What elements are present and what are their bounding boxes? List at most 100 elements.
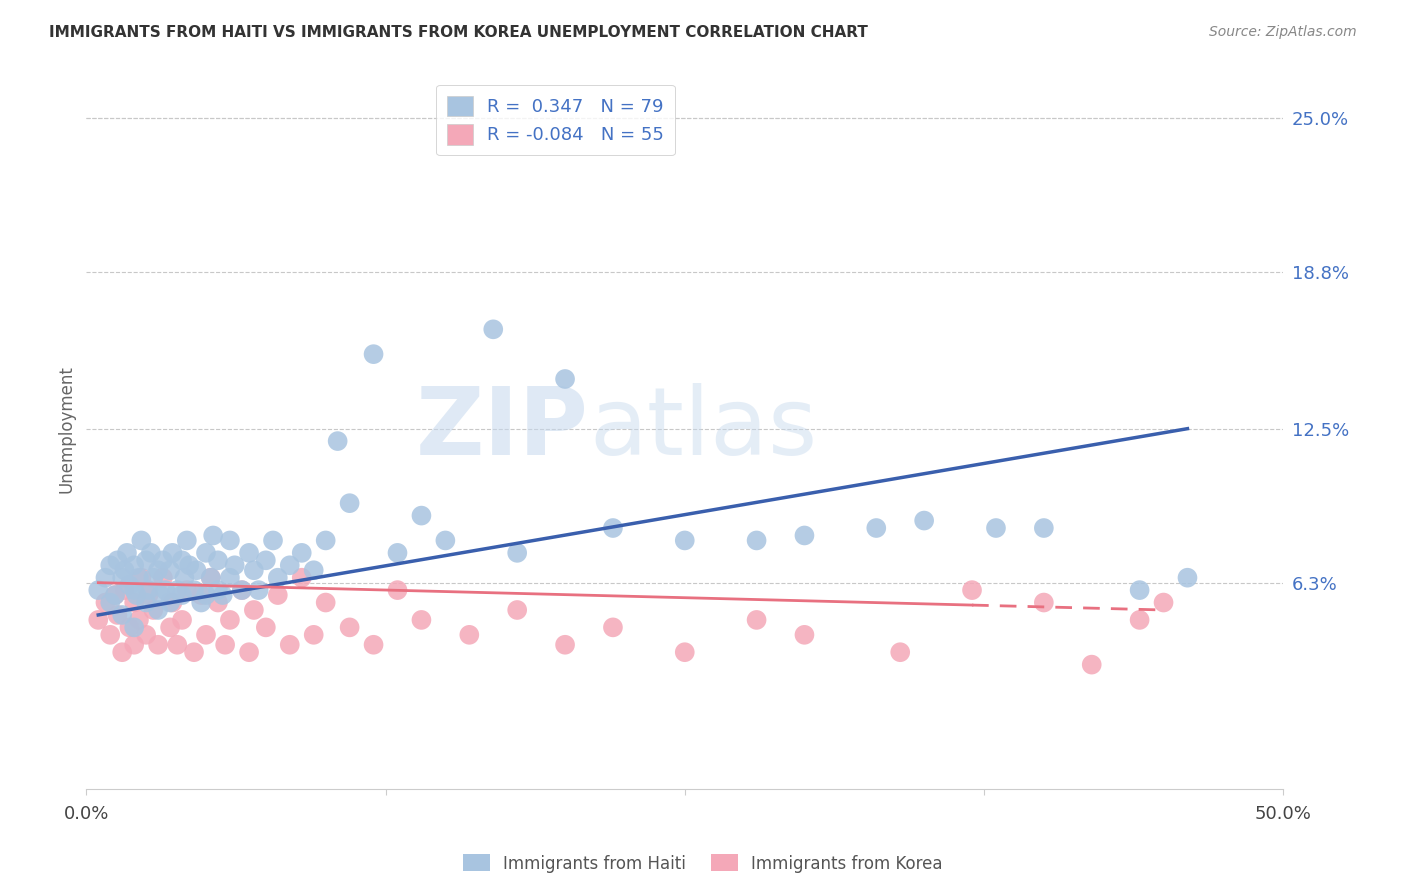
Point <box>207 583 229 598</box>
Point <box>254 620 277 634</box>
Point <box>138 583 160 598</box>
Point <box>146 638 169 652</box>
Point <box>135 595 157 609</box>
Point <box>94 571 117 585</box>
Point <box>1032 595 1054 609</box>
Point <box>128 613 150 627</box>
Point <box>190 588 212 602</box>
Point <box>339 496 361 510</box>
Point <box>315 595 337 609</box>
Point <box>104 588 127 602</box>
Point <box>506 546 529 560</box>
Point <box>195 546 218 560</box>
Point <box>214 638 236 652</box>
Point <box>673 533 696 548</box>
Point <box>159 620 181 634</box>
Point <box>202 528 225 542</box>
Point <box>960 583 983 598</box>
Point <box>162 595 184 609</box>
Point <box>211 588 233 602</box>
Point <box>387 546 409 560</box>
Point <box>142 603 165 617</box>
Point <box>1080 657 1102 672</box>
Point <box>865 521 887 535</box>
Point <box>142 571 165 585</box>
Point <box>111 607 134 622</box>
Point <box>219 533 242 548</box>
Point <box>155 583 177 598</box>
Point <box>387 583 409 598</box>
Point <box>745 613 768 627</box>
Point <box>152 571 174 585</box>
Point <box>984 521 1007 535</box>
Point <box>87 583 110 598</box>
Point <box>1129 613 1152 627</box>
Point <box>291 571 314 585</box>
Point <box>200 571 222 585</box>
Point <box>122 638 145 652</box>
Point <box>1153 595 1175 609</box>
Point <box>87 613 110 627</box>
Point <box>247 583 270 598</box>
Point <box>673 645 696 659</box>
Point <box>149 588 172 602</box>
Point <box>602 521 624 535</box>
Text: IMMIGRANTS FROM HAITI VS IMMIGRANTS FROM KOREA UNEMPLOYMENT CORRELATION CHART: IMMIGRANTS FROM HAITI VS IMMIGRANTS FROM… <box>49 25 868 40</box>
Point <box>125 588 148 602</box>
Point <box>793 628 815 642</box>
Point <box>122 583 145 598</box>
Point <box>315 533 337 548</box>
Point <box>146 603 169 617</box>
Point <box>135 628 157 642</box>
Point <box>183 583 205 598</box>
Point <box>179 558 201 573</box>
Point <box>176 583 198 598</box>
Point <box>267 588 290 602</box>
Point <box>219 613 242 627</box>
Point <box>170 588 193 602</box>
Point <box>118 620 141 634</box>
Point <box>458 628 481 642</box>
Point <box>262 533 284 548</box>
Point <box>115 546 138 560</box>
Point <box>554 638 576 652</box>
Point <box>195 588 218 602</box>
Point <box>243 563 266 577</box>
Point <box>207 595 229 609</box>
Point <box>159 563 181 577</box>
Point <box>104 588 127 602</box>
Point <box>114 583 136 598</box>
Point <box>122 558 145 573</box>
Point <box>434 533 457 548</box>
Point <box>231 583 253 598</box>
Point <box>183 645 205 659</box>
Point <box>912 514 935 528</box>
Point <box>107 553 129 567</box>
Point <box>159 595 181 609</box>
Point <box>166 638 188 652</box>
Legend: Immigrants from Haiti, Immigrants from Korea: Immigrants from Haiti, Immigrants from K… <box>457 847 949 880</box>
Point <box>278 638 301 652</box>
Point <box>267 571 290 585</box>
Point <box>238 546 260 560</box>
Point <box>176 533 198 548</box>
Point <box>111 645 134 659</box>
Point <box>111 571 134 585</box>
Point <box>363 638 385 652</box>
Point <box>135 553 157 567</box>
Point <box>200 571 222 585</box>
Point <box>107 607 129 622</box>
Point <box>139 546 162 560</box>
Point <box>554 372 576 386</box>
Point <box>128 571 150 585</box>
Point <box>162 546 184 560</box>
Point <box>411 508 433 523</box>
Point <box>302 563 325 577</box>
Point <box>1177 571 1199 585</box>
Point <box>94 595 117 609</box>
Point <box>138 588 160 602</box>
Point <box>482 322 505 336</box>
Point <box>793 528 815 542</box>
Point <box>302 628 325 642</box>
Point <box>195 628 218 642</box>
